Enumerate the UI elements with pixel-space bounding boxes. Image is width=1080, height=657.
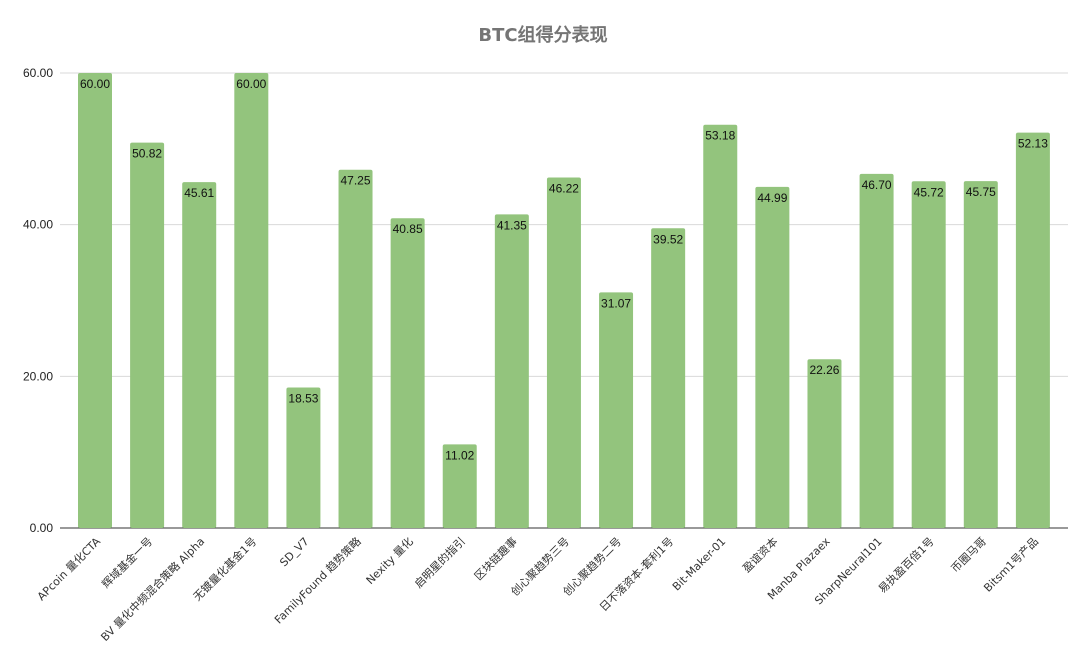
bar — [338, 169, 373, 528]
bar — [286, 387, 321, 528]
data-label: 46.22 — [549, 181, 579, 195]
data-label: 31.07 — [601, 296, 631, 310]
y-tick-label: 0.00 — [30, 521, 54, 535]
x-tick-label: Bitsm1号产品 — [981, 534, 1041, 594]
bar — [182, 182, 217, 529]
data-label: 60.00 — [80, 77, 110, 91]
bar — [1015, 132, 1050, 528]
bars — [78, 73, 1050, 529]
x-tick-label: SD_V7 — [277, 535, 311, 569]
bar — [807, 359, 842, 528]
bar — [859, 173, 894, 528]
data-label: 18.53 — [288, 391, 318, 405]
x-tick-label: APcoin 量化CTA — [34, 534, 103, 603]
data-label: 46.70 — [862, 178, 892, 192]
data-label: 53.18 — [705, 129, 735, 143]
data-label: 22.26 — [809, 363, 839, 377]
y-tick-label: 40.00 — [23, 218, 53, 232]
data-label: 45.61 — [184, 186, 214, 200]
data-label: 41.35 — [497, 218, 527, 232]
x-tick-label: 区块链趣事 — [471, 534, 520, 583]
data-label: 11.02 — [445, 448, 474, 462]
bar — [442, 444, 477, 528]
bar — [494, 214, 529, 528]
bar — [78, 73, 112, 528]
data-label: 44.99 — [757, 191, 787, 205]
y-tick-label: 20.00 — [23, 369, 53, 383]
bar — [703, 124, 738, 529]
x-tick-label: 辉域基金一号 — [99, 534, 156, 591]
x-tick-label: FamilyFound 趋势策略 — [271, 534, 363, 626]
x-tick-label: 币圈马哥 — [949, 535, 989, 575]
bar — [390, 218, 425, 529]
data-label: 47.25 — [341, 174, 371, 188]
data-label: 45.72 — [914, 185, 944, 199]
data-label: 40.85 — [393, 222, 423, 236]
y-tick-label: 60.00 — [23, 66, 53, 80]
x-tick-label: 启明星的指引 — [411, 534, 468, 591]
bar — [546, 177, 581, 528]
bar — [234, 73, 269, 528]
data-label: 45.75 — [966, 185, 996, 199]
bar — [651, 228, 686, 528]
chart-title: BTC组得分表现 — [478, 24, 607, 46]
bar — [963, 181, 998, 528]
x-tick-label: Bit-Maker-01 — [670, 535, 728, 593]
data-label: 52.13 — [1018, 137, 1048, 151]
bar — [911, 181, 946, 529]
gridlines: 0.00 20.00 40.00 60.00 — [23, 66, 1068, 535]
data-labels: 60.00 50.82 45.61 60.00 18.53 47.25 40.85 11.02… — [80, 77, 1048, 462]
x-tick-label: Nexity 量化 — [363, 534, 416, 587]
data-label: 50.82 — [132, 147, 162, 161]
x-tick-label: BV 量化中频混合策略 Alpha — [98, 534, 208, 644]
bar — [755, 186, 790, 528]
bar — [599, 292, 634, 528]
bar — [130, 142, 165, 529]
x-tick-label: 易执盈百倍1号 — [875, 534, 937, 596]
x-tick-label: 盈谊资本 — [739, 534, 780, 575]
data-label: 60.00 — [236, 77, 266, 91]
data-label: 39.52 — [653, 232, 683, 246]
